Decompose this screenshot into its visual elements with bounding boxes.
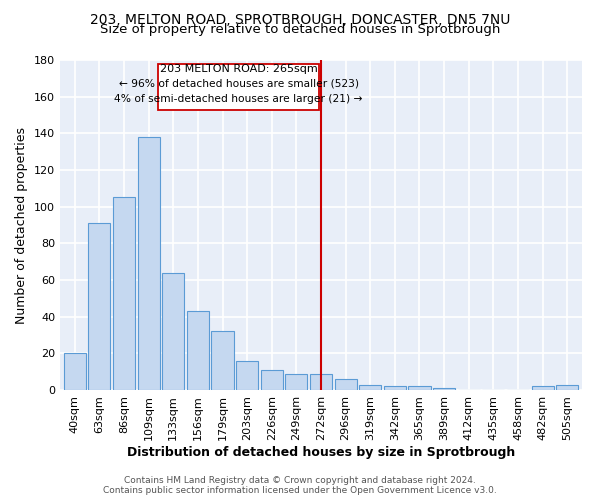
- Bar: [236, 360, 258, 390]
- Text: ← 96% of detached houses are smaller (523): ← 96% of detached houses are smaller (52…: [119, 79, 359, 89]
- Text: Contains HM Land Registry data © Crown copyright and database right 2024.
Contai: Contains HM Land Registry data © Crown c…: [103, 476, 497, 495]
- Text: 203 MELTON ROAD: 265sqm: 203 MELTON ROAD: 265sqm: [160, 64, 317, 74]
- Bar: [409, 386, 431, 390]
- Bar: [285, 374, 307, 390]
- Y-axis label: Number of detached properties: Number of detached properties: [16, 126, 28, 324]
- Bar: [335, 379, 357, 390]
- Text: 4% of semi-detached houses are larger (21) →: 4% of semi-detached houses are larger (2…: [115, 94, 363, 104]
- Bar: [187, 311, 209, 390]
- FancyBboxPatch shape: [158, 64, 319, 110]
- Text: Size of property relative to detached houses in Sprotbrough: Size of property relative to detached ho…: [100, 22, 500, 36]
- Bar: [260, 370, 283, 390]
- Bar: [162, 272, 184, 390]
- Bar: [64, 354, 86, 390]
- Bar: [310, 374, 332, 390]
- Bar: [532, 386, 554, 390]
- Bar: [384, 386, 406, 390]
- Bar: [137, 137, 160, 390]
- Bar: [211, 332, 233, 390]
- X-axis label: Distribution of detached houses by size in Sprotbrough: Distribution of detached houses by size …: [127, 446, 515, 458]
- Bar: [359, 384, 382, 390]
- Bar: [433, 388, 455, 390]
- Bar: [113, 198, 135, 390]
- Bar: [556, 384, 578, 390]
- Text: 203, MELTON ROAD, SPROTBROUGH, DONCASTER, DN5 7NU: 203, MELTON ROAD, SPROTBROUGH, DONCASTER…: [90, 12, 510, 26]
- Bar: [88, 223, 110, 390]
